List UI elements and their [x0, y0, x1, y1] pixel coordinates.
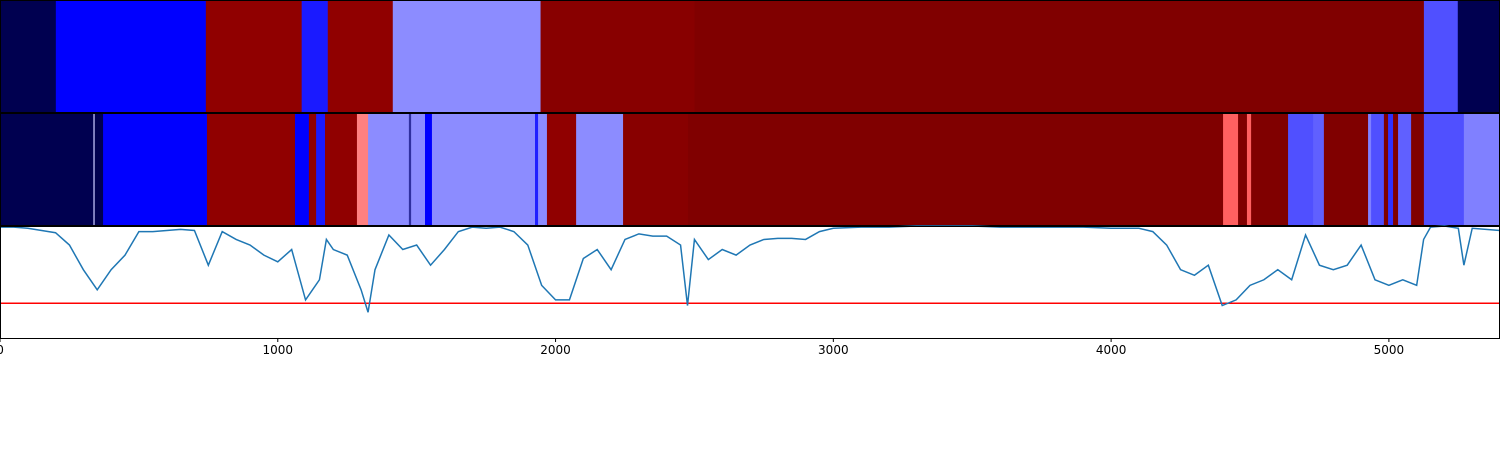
segment [1223, 113, 1239, 225]
segment [1313, 113, 1325, 225]
segment [392, 0, 542, 112]
x-tick-label: 5000 [1374, 343, 1405, 357]
segment [1423, 113, 1465, 225]
segment [368, 113, 410, 225]
x-tick-label: 2000 [540, 343, 571, 357]
segment [1388, 113, 1394, 225]
segment [1371, 113, 1385, 225]
segment [93, 113, 96, 225]
segment [356, 113, 369, 225]
segment [540, 0, 695, 112]
segment [1398, 113, 1412, 225]
segment [1246, 113, 1252, 225]
segment [308, 113, 317, 225]
segment [688, 113, 1224, 225]
segment [316, 113, 326, 225]
segment [1323, 113, 1369, 225]
segment [1393, 113, 1399, 225]
segment [1457, 0, 1500, 112]
segment [538, 113, 548, 225]
segment [1463, 113, 1500, 225]
segment [1288, 113, 1314, 225]
segment [431, 113, 536, 225]
segment [1411, 113, 1425, 225]
x-tick-label: 4000 [1096, 343, 1127, 357]
segment [55, 0, 207, 112]
segment [327, 0, 394, 112]
segment [295, 113, 310, 225]
segment [325, 113, 358, 225]
segment [1238, 113, 1248, 225]
segment [535, 113, 539, 225]
segment [1251, 113, 1289, 225]
x-tick-label: 1000 [263, 343, 294, 357]
segment [0, 0, 57, 112]
segment [1383, 113, 1389, 225]
segment [623, 113, 689, 225]
segment [425, 113, 433, 225]
segment [1368, 113, 1372, 225]
x-tick-label: 0 [0, 343, 4, 357]
segment [546, 113, 577, 225]
segment [95, 113, 104, 225]
segment [1423, 0, 1459, 112]
segment [205, 0, 303, 112]
panel-frame [0, 226, 1500, 339]
segment [0, 113, 94, 225]
segment [301, 0, 329, 112]
x-tick-label: 3000 [818, 343, 849, 357]
segment [694, 0, 1425, 112]
segment [576, 113, 624, 225]
segment [408, 113, 412, 225]
segment [411, 113, 426, 225]
data-line [0, 225, 1500, 313]
segment [103, 113, 208, 225]
segment [206, 113, 296, 225]
